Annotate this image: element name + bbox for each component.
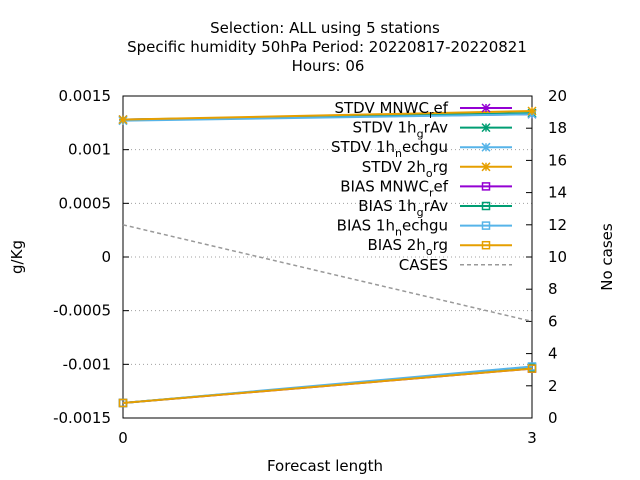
y-axis-ticks: 0.0015 0.001 0.0005 0 -0.0005 -0.001 -0.0015 — [53, 87, 129, 427]
y2-tick-label: 12 — [548, 216, 567, 234]
legend-entry: STDV 1hnechgu — [331, 138, 512, 160]
title-line-1: Selection: ALL using 5 stations — [210, 19, 440, 37]
data-point — [118, 115, 128, 125]
data-point — [527, 364, 537, 373]
y2-tick-label: 6 — [548, 312, 558, 330]
x-axis-label: Forecast length — [267, 457, 383, 475]
y-tick-label: -0.0015 — [53, 409, 111, 427]
legend-entry: CASES — [399, 256, 512, 274]
x-tick-label: 3 — [527, 429, 537, 447]
legend-entry: BIAS MNWCref — [340, 177, 512, 199]
legend-entry: BIAS 2horg — [368, 236, 512, 258]
series-layer — [118, 106, 537, 408]
legend-entry: BIAS 1hnechgu — [337, 217, 512, 239]
series-cases — [122, 224, 533, 323]
legend-marker — [481, 221, 491, 230]
legend-entry: STDV 2horg — [362, 158, 512, 180]
y2-tick-label: 10 — [548, 248, 567, 266]
y2-tick-label: 0 — [548, 409, 558, 427]
grid — [123, 149, 532, 365]
y2-tick-label: 4 — [548, 345, 558, 363]
legend-label: STDV 2horg — [362, 158, 448, 180]
series-stdv-2h-org — [118, 106, 537, 125]
y-tick-label: 0.0005 — [59, 194, 112, 212]
legend-marker — [481, 142, 491, 152]
y-tick-label: 0.001 — [68, 141, 111, 159]
title-line-2: Specific humidity 50hPa Period: 20220817… — [127, 38, 527, 56]
series-line — [122, 367, 533, 404]
legend-label: BIAS 1hnechgu — [337, 217, 448, 239]
legend-marker — [481, 123, 491, 133]
legend-label: BIAS 1hgrAv — [358, 197, 448, 219]
title-line-3: Hours: 06 — [292, 57, 365, 75]
y2-tick-label: 18 — [548, 119, 567, 137]
legend-entry: STDV 1hgrAv — [353, 119, 512, 141]
legend-marker — [481, 103, 491, 113]
y2-tick-label: 16 — [548, 151, 567, 169]
y2-tick-label: 20 — [548, 87, 567, 105]
legend-entry: STDV MNWCref — [334, 99, 512, 121]
y2-tick-label: 2 — [548, 377, 558, 395]
y2-axis-label: No cases — [598, 223, 616, 291]
y2-tick-label: 8 — [548, 280, 558, 298]
legend-label: STDV 1hgrAv — [353, 119, 449, 141]
legend-marker — [481, 201, 491, 211]
legend-label: STDV MNWCref — [334, 99, 448, 121]
y-tick-label: -0.001 — [63, 355, 111, 373]
chart-title: Selection: ALL using 5 stations Specific… — [127, 19, 527, 75]
y-tick-label: -0.0005 — [53, 302, 111, 320]
y2-tick-label: 14 — [548, 184, 567, 202]
x-tick-label: 0 — [118, 429, 128, 447]
series-line — [122, 113, 533, 122]
legend-label: STDV 1hnechgu — [331, 138, 448, 160]
y-axis-label: g/Kg — [8, 240, 26, 274]
legend-marker — [481, 240, 491, 250]
series-line — [122, 224, 533, 323]
legend-label: BIAS MNWCref — [340, 177, 448, 199]
legend-label: BIAS 2horg — [368, 236, 449, 258]
series-bias-2h-org — [118, 364, 537, 408]
legend-entry: BIAS 1hgrAv — [358, 197, 512, 219]
data-point — [118, 398, 128, 408]
legend-label: CASES — [399, 256, 448, 274]
legend-marker — [481, 182, 491, 191]
data-point — [527, 106, 537, 116]
series-line — [122, 110, 533, 121]
y-tick-label: 0.0015 — [59, 87, 112, 105]
legend-marker — [481, 162, 491, 172]
y-tick-label: 0 — [101, 248, 111, 266]
